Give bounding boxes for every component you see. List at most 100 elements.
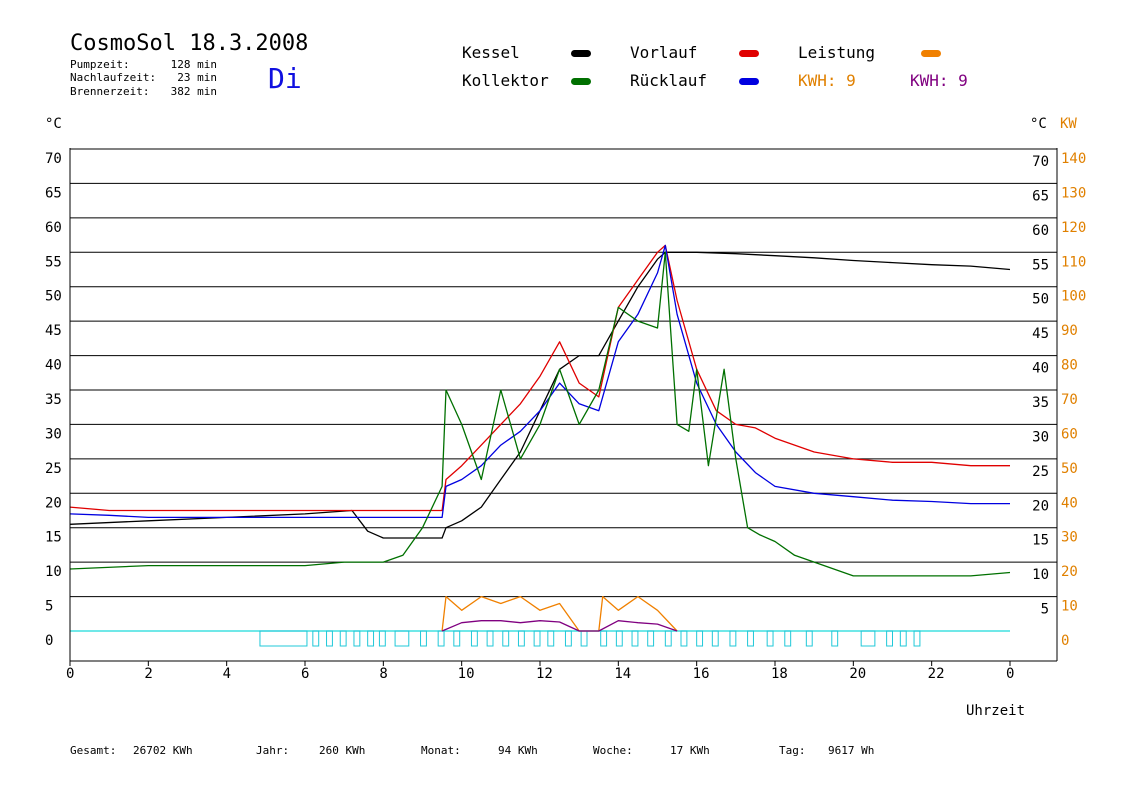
pump-interval <box>580 630 588 647</box>
y-right-c-tick-label: 10 <box>1032 567 1049 583</box>
pump-interval <box>437 630 445 647</box>
y-right-c-tick-label: 35 <box>1032 395 1049 411</box>
pump-interval <box>259 630 308 647</box>
pump-interval <box>517 630 525 647</box>
y-left-tick-label: 55 <box>45 254 62 270</box>
y-right-kw-tick-label: 20 <box>1061 564 1078 580</box>
stat-label: Pumpzeit: <box>70 58 130 71</box>
stat-value: 128 min <box>171 58 217 71</box>
series-lines <box>69 244 1011 632</box>
y-right-kw-tick-label: 50 <box>1061 461 1078 477</box>
pump-interval <box>312 630 320 647</box>
y-right-kw-tick-label: 70 <box>1061 392 1078 408</box>
x-tick-label: 22 <box>928 666 945 682</box>
pump-interval <box>547 630 555 647</box>
y-right-kw-tick-label: 140 <box>1061 151 1086 167</box>
y-right-kw-tick-label: 90 <box>1061 323 1078 339</box>
pump-interval <box>664 630 672 647</box>
y-left-tick-label: 0 <box>45 633 53 649</box>
y-right-c-tick-label: 70 <box>1032 154 1049 170</box>
weekday: Di <box>268 62 302 95</box>
stat-value: 23 min <box>177 71 217 84</box>
footer-value: 17 KWh <box>670 744 710 757</box>
grid <box>70 148 1057 632</box>
x-tick-label: 2 <box>144 666 152 682</box>
kwh-value-orange: KWH: 9 <box>798 71 856 90</box>
y-right-c-tick-label: 15 <box>1032 533 1049 549</box>
y-right-kw-tick-label: 10 <box>1061 599 1078 615</box>
footer-value: 26702 KWh <box>133 744 193 757</box>
y-right-c-tick-label: 45 <box>1032 326 1049 342</box>
y-left-tick-label: 15 <box>45 530 62 546</box>
y-left-tick-label: 70 <box>45 151 62 167</box>
legend-swatch <box>739 50 759 57</box>
footer-label: Gesamt: <box>70 744 116 757</box>
pump-interval <box>353 630 361 647</box>
legend-label: Rücklauf <box>630 71 707 90</box>
y-right-c-tick-label: 60 <box>1032 223 1049 239</box>
x-tick-label: 0 <box>66 666 74 682</box>
y-right-kw-tick-label: 110 <box>1061 254 1086 270</box>
y-right-kw-tick-label: 0 <box>1061 633 1069 649</box>
footer-label: Jahr: <box>256 744 289 757</box>
pump-interval <box>615 630 623 647</box>
pump-interval <box>631 630 639 647</box>
footer-value: 9617 Wh <box>828 744 874 757</box>
legend-label: Kessel <box>462 43 520 62</box>
pump-interval <box>470 630 478 647</box>
legend-label: Leistung <box>798 43 875 62</box>
series-line-vorlauf <box>69 244 1010 512</box>
pump-interval <box>913 630 921 647</box>
legend-swatch <box>571 78 591 85</box>
series-line-leistung <box>441 595 678 632</box>
y-right-kw-tick-label: 130 <box>1061 185 1086 201</box>
header-stats: Pumpzeit: 128 min Nachlaufzeit: 23 min B… <box>70 58 217 98</box>
pump-interval <box>533 630 541 647</box>
legend-label: Kollektor <box>462 71 549 90</box>
legend-swatch <box>739 78 759 85</box>
x-tick-label: 12 <box>536 666 553 682</box>
pump-interval <box>784 630 792 647</box>
pump-interval <box>711 630 719 647</box>
pump-interval <box>831 630 839 647</box>
pump-interval <box>766 630 774 647</box>
y-right-unit-kw: KW <box>1060 116 1077 132</box>
y-right-c-tick-label: 40 <box>1032 361 1049 377</box>
footer-totals: Gesamt: 26702 KWh Jahr: 260 KWh Monat: 9… <box>70 744 874 757</box>
pump-interval <box>680 630 688 647</box>
legend-item: Kollektor <box>462 71 591 90</box>
x-tick-label: 4 <box>223 666 231 682</box>
x-tick-label: 20 <box>849 666 866 682</box>
y-left-tick-label: 30 <box>45 426 62 442</box>
legend-item: Vorlauf <box>630 43 759 62</box>
y-right-kw-tick-label: 80 <box>1061 358 1078 374</box>
pump-interval <box>367 630 375 647</box>
y-right-kw-tick-label: 30 <box>1061 530 1078 546</box>
y-right-kw-tick-label: 40 <box>1061 495 1078 511</box>
pump-interval <box>326 630 333 647</box>
y-right-c-tick-label: 50 <box>1032 292 1049 308</box>
y-right-c-tick-label: 25 <box>1032 464 1049 480</box>
x-tick-label: 14 <box>614 666 631 682</box>
y-left-unit: °C <box>45 116 62 132</box>
pump-interval <box>747 630 754 647</box>
y-right-c-tick-label: 20 <box>1032 498 1049 514</box>
x-tick-label: 18 <box>771 666 788 682</box>
y-right-c-tick-label: 30 <box>1032 429 1049 445</box>
pump-indicators <box>259 630 921 647</box>
pump-interval <box>600 630 608 647</box>
legend-swatch <box>921 50 941 57</box>
footer-value: 260 KWh <box>319 744 365 757</box>
y-left-tick-label: 10 <box>45 564 62 580</box>
pump-interval <box>502 630 510 647</box>
pump-interval <box>453 630 461 647</box>
y-right-kw-tick-label: 60 <box>1061 426 1078 442</box>
series-line-kessel <box>69 251 1011 539</box>
x-tick-label: 10 <box>458 666 475 682</box>
tick-labels: 0510152025303540455055606570510152025303… <box>45 151 1086 682</box>
y-left-tick-label: 5 <box>45 599 53 615</box>
y-left-tick-label: 35 <box>45 392 62 408</box>
pump-interval <box>899 630 907 647</box>
x-tick-label: 0 <box>1006 666 1014 682</box>
